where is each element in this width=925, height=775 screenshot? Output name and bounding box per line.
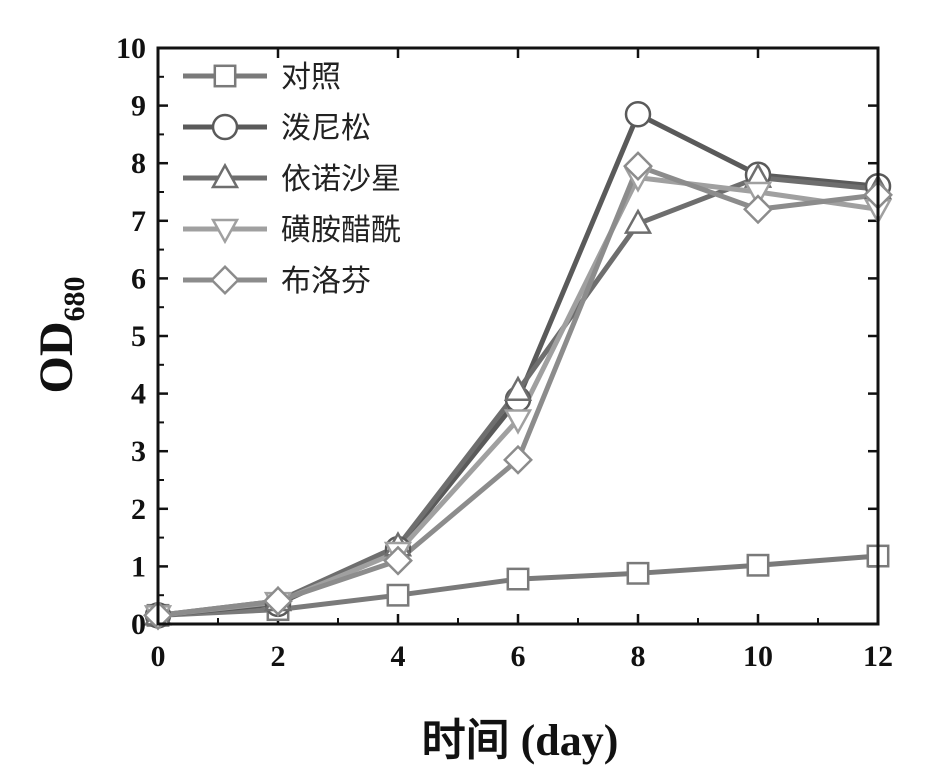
legend-label: 依诺沙星	[281, 162, 401, 197]
series-lines	[157, 111, 879, 618]
series-line-1	[157, 111, 879, 618]
y-tick-label: 8	[131, 147, 146, 180]
legend-marker	[211, 113, 239, 141]
data-point	[503, 375, 533, 401]
x-tick-label: 8	[631, 640, 646, 673]
data-point	[624, 100, 652, 128]
data-point	[743, 181, 773, 208]
data-point	[386, 583, 410, 607]
data-point	[506, 567, 530, 591]
y-tick-label: 7	[131, 205, 146, 238]
data-point	[626, 561, 650, 585]
legend-label: 对照	[281, 60, 341, 95]
data-point	[263, 585, 293, 616]
y-tick-label: 3	[131, 435, 146, 468]
y-tick-label: 10	[116, 32, 146, 65]
y-tick-label: 1	[131, 550, 146, 583]
y-tick-label: 0	[131, 608, 146, 641]
legend-marker	[213, 64, 237, 88]
plot-frame	[156, 46, 880, 626]
y-tick-label: 2	[131, 493, 146, 526]
x-tick-label: 10	[743, 640, 773, 673]
axis-ticks	[156, 46, 880, 626]
legend-marker	[210, 265, 240, 295]
legend-label: 泼尼松	[281, 111, 371, 146]
legend-label: 布洛芬	[281, 264, 371, 299]
y-tick-label: 6	[131, 262, 146, 295]
legend-marker	[210, 162, 240, 189]
y-tick-label: 9	[131, 90, 146, 123]
series-markers	[143, 100, 893, 631]
data-point	[503, 444, 533, 475]
x-axis-title: 时间 (day)	[422, 716, 619, 765]
legend-marker	[210, 218, 240, 245]
y-axis-title-sub: 680	[58, 277, 91, 322]
y-axis-title-main: OD	[30, 322, 83, 394]
data-point	[503, 409, 533, 435]
x-tick-label: 12	[863, 640, 893, 673]
data-point	[383, 545, 413, 576]
data-point	[746, 553, 770, 577]
y-tick-label: 5	[131, 320, 146, 353]
data-point	[743, 194, 773, 225]
x-tick-label: 4	[391, 640, 406, 673]
x-tick-label: 6	[511, 640, 526, 673]
y-tick-label: 4	[131, 378, 146, 411]
x-tick-label: 2	[271, 640, 286, 673]
x-tick-label: 0	[151, 640, 166, 673]
data-point	[623, 151, 653, 182]
data-point	[623, 208, 653, 234]
legend-label: 磺胺醋酰	[281, 213, 401, 248]
y-axis-title: OD680	[30, 277, 91, 394]
